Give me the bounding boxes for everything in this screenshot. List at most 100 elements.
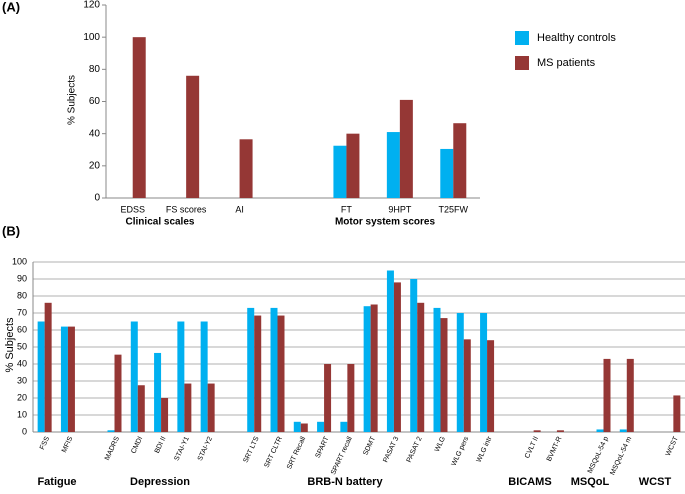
x-tick-label: PASAT 3 xyxy=(382,436,400,464)
panel-label: (B) xyxy=(2,223,20,238)
bar xyxy=(410,279,418,432)
bar xyxy=(433,307,441,432)
bar xyxy=(239,139,253,198)
bar xyxy=(300,423,308,432)
x-tick-label: WLG intr xyxy=(476,435,494,464)
bar xyxy=(386,132,400,198)
y-tick-label: 20 xyxy=(89,160,101,171)
bar xyxy=(107,430,115,432)
y-tick-label: 60 xyxy=(17,324,27,334)
bar xyxy=(293,421,301,432)
bar xyxy=(340,421,348,432)
group-label: Motor system scores xyxy=(335,217,435,228)
group-label: Fatigue xyxy=(37,476,76,488)
group-label: BRB-N battery xyxy=(307,476,383,488)
y-tick-label: 100 xyxy=(83,32,100,43)
bar xyxy=(67,326,75,432)
x-tick-label: SRT Recall xyxy=(286,435,307,470)
bar xyxy=(556,430,564,432)
bar xyxy=(440,148,454,198)
bar xyxy=(347,364,355,432)
bar xyxy=(463,339,471,432)
bar xyxy=(399,99,413,198)
y-tick-label: 120 xyxy=(83,0,100,11)
bar xyxy=(324,364,332,432)
bar xyxy=(453,123,467,198)
x-tick-label: STAI-Y2 xyxy=(197,436,214,463)
bar xyxy=(317,421,325,432)
y-tick-label: 80 xyxy=(17,290,27,300)
x-tick-label: BDI II xyxy=(154,436,168,455)
bar xyxy=(186,75,200,198)
bar xyxy=(417,302,425,432)
x-tick-label: SPART xyxy=(315,435,331,459)
bar xyxy=(114,354,122,432)
y-tick-label: 100 xyxy=(12,256,27,266)
group-label: BICAMS xyxy=(508,476,551,488)
y-tick-label: 0 xyxy=(94,193,100,204)
bar xyxy=(393,282,401,432)
y-tick-label: 20 xyxy=(17,392,27,402)
bar xyxy=(533,430,541,432)
bar xyxy=(596,429,604,432)
bar xyxy=(154,352,162,432)
bar xyxy=(370,304,378,432)
y-tick-label: 80 xyxy=(89,64,101,75)
x-tick-label: SRT CLTR xyxy=(264,436,284,469)
x-tick-label: WLG xyxy=(434,436,447,453)
x-tick-label: BVMT-R xyxy=(546,436,564,463)
y-tick-label: 50 xyxy=(17,341,27,351)
bar xyxy=(132,37,146,198)
bar xyxy=(37,321,45,432)
panel-label: (A) xyxy=(2,0,20,14)
y-tick-label: 40 xyxy=(89,128,101,139)
bar xyxy=(177,321,185,432)
bar xyxy=(386,270,394,432)
bar xyxy=(200,321,208,432)
y-tick-label: 0 xyxy=(22,426,27,436)
x-tick-label: FT xyxy=(341,204,352,214)
y-axis-title: % Subjects xyxy=(67,75,78,125)
bar xyxy=(270,307,278,432)
x-tick-label: WLG pers xyxy=(451,435,471,467)
group-label: MSQoL xyxy=(571,476,610,488)
y-tick-label: 10 xyxy=(17,409,27,419)
bar xyxy=(254,315,262,432)
bar xyxy=(619,429,627,432)
y-tick-label: 40 xyxy=(17,358,27,368)
x-tick-label: MFIS xyxy=(61,435,75,453)
legend-swatch xyxy=(515,31,529,45)
bar xyxy=(626,358,634,432)
bar xyxy=(487,340,495,432)
y-tick-label: 60 xyxy=(89,96,101,107)
x-tick-label: AI xyxy=(235,204,244,214)
bar xyxy=(363,306,371,432)
x-tick-label: FS scores xyxy=(166,204,207,214)
group-label: Depression xyxy=(130,476,190,488)
bar xyxy=(346,133,360,198)
y-tick-label: 90 xyxy=(17,273,27,283)
legend-label: MS patients xyxy=(537,57,596,69)
bar xyxy=(480,313,488,432)
bar xyxy=(130,321,138,432)
x-tick-label: SRT LTS xyxy=(243,435,261,464)
bar xyxy=(333,145,347,198)
bar xyxy=(44,302,52,432)
x-tick-label: CMDI xyxy=(130,436,144,455)
legend-label: Healthy controls xyxy=(537,32,616,44)
x-tick-label: SPART recall xyxy=(330,435,354,476)
bar xyxy=(247,307,255,432)
y-tick-label: 30 xyxy=(17,375,27,385)
x-tick-label: CVLT II xyxy=(524,436,540,460)
y-axis-title: % Subjects xyxy=(4,317,16,373)
bar xyxy=(184,383,192,432)
x-tick-label: 9HPT xyxy=(388,204,412,214)
x-tick-label: FSS xyxy=(39,435,51,451)
bar xyxy=(60,326,68,432)
bar xyxy=(456,313,464,432)
bar xyxy=(137,385,145,432)
bar xyxy=(207,383,215,432)
x-tick-label: WCST xyxy=(665,435,680,457)
legend-swatch xyxy=(515,56,529,70)
group-label: WCST xyxy=(639,476,672,488)
